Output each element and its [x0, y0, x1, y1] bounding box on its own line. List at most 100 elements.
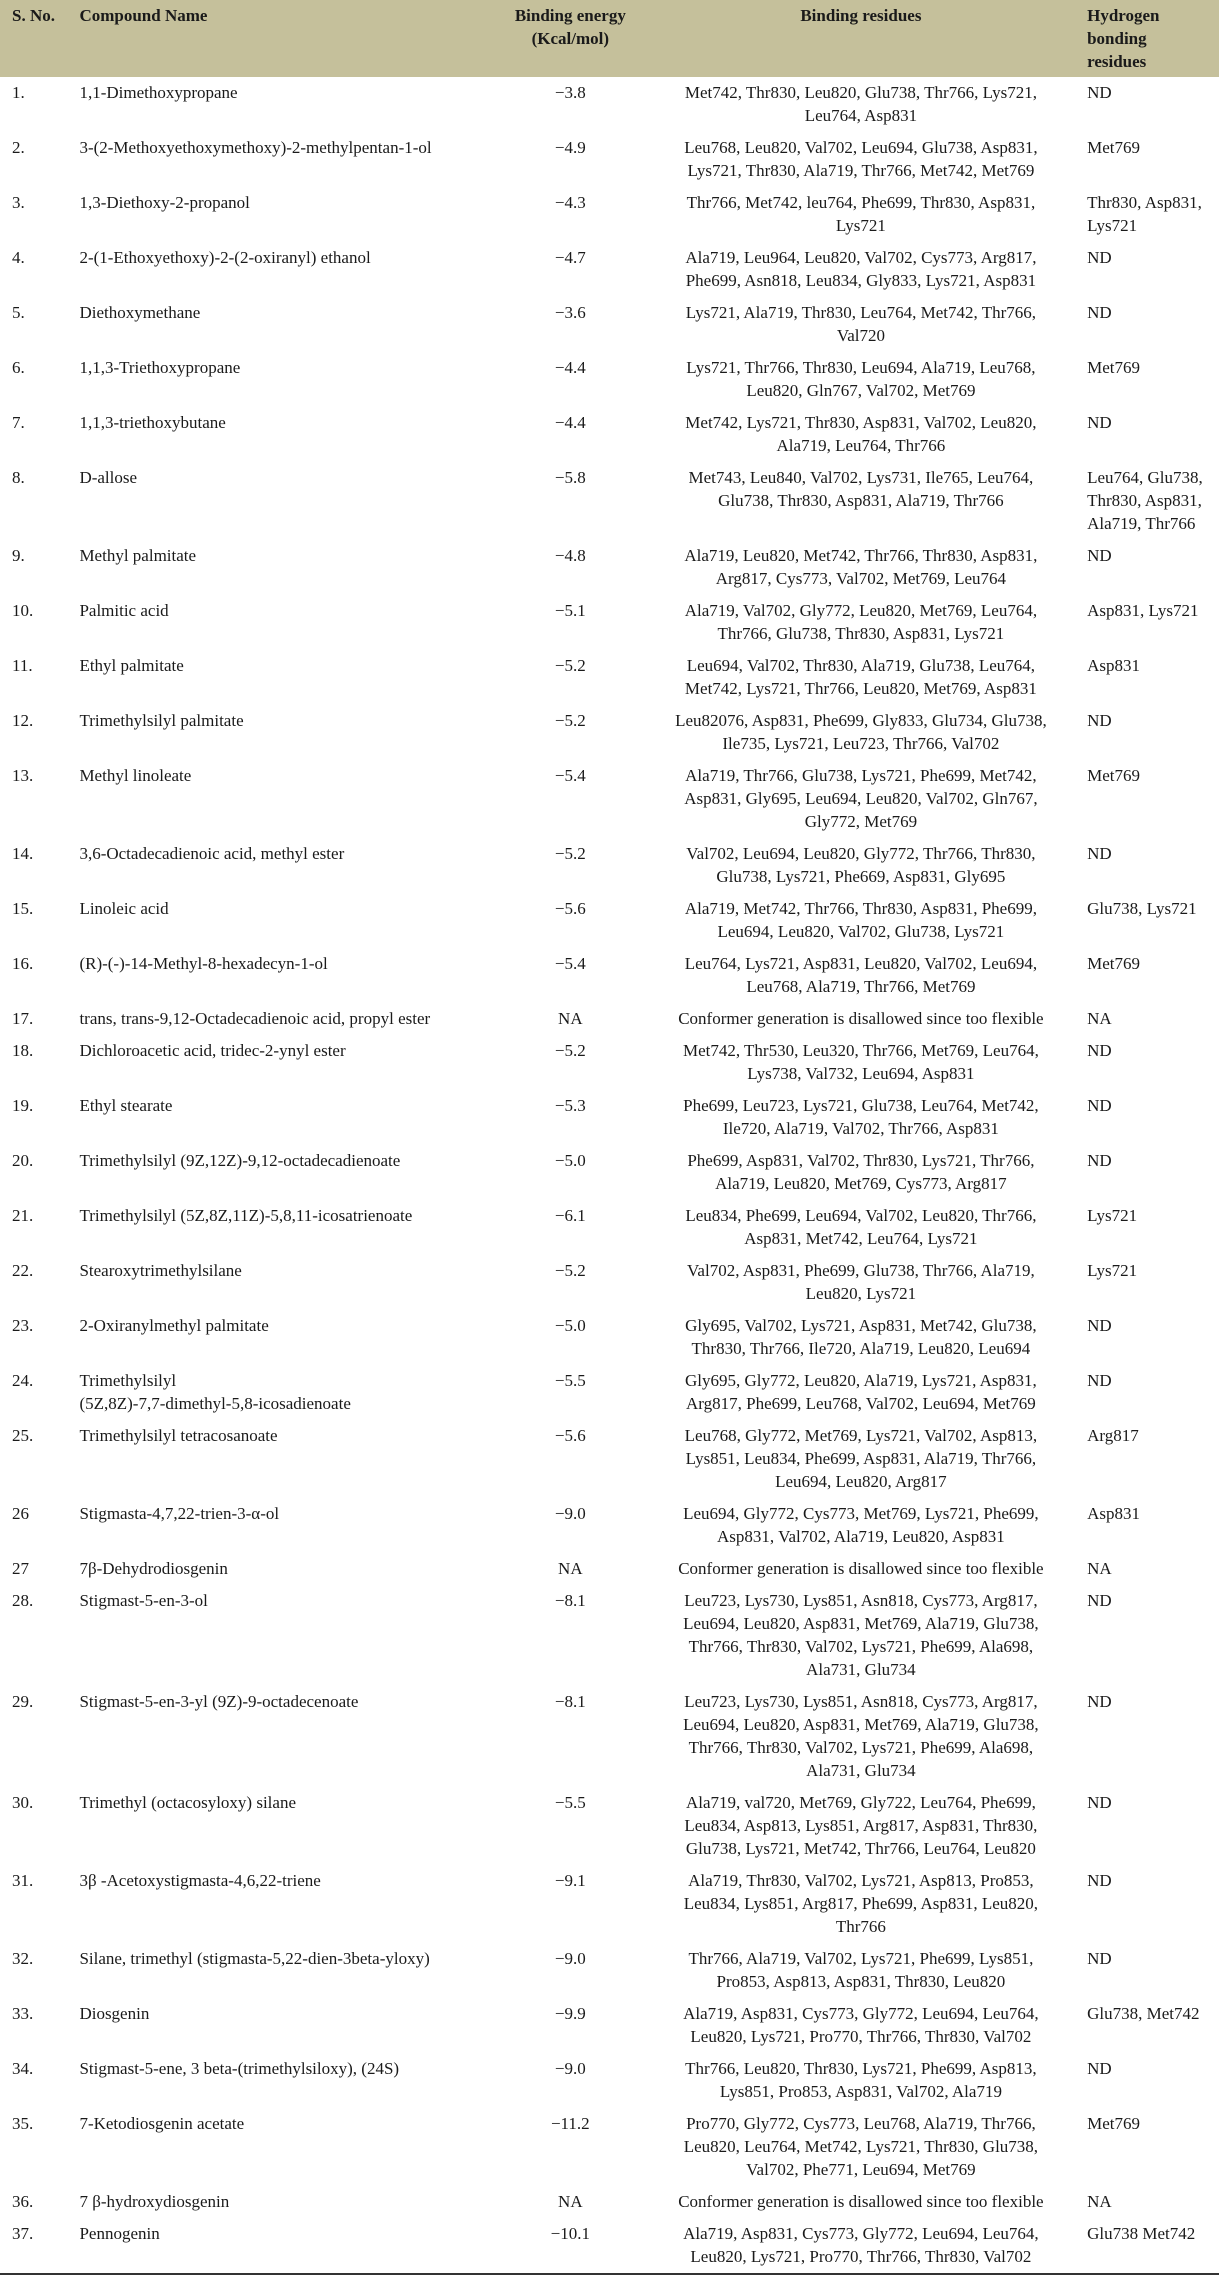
binding-residues-cell-line: Arg817, Phe699, Leu768, Val702, Leu694, …: [686, 1394, 1036, 1413]
hydrogen-bonding-cell: Asp831: [1077, 654, 1219, 700]
hydrogen-bonding-cell: ND: [1077, 1149, 1219, 1195]
binding-energy-cell: −5.5: [554, 1793, 586, 1812]
header-binding-residues: Binding residues: [800, 6, 922, 25]
hydrogen-bonding-cell: Arg817: [1077, 1424, 1219, 1493]
binding-energy-cell: −6.1: [554, 1206, 586, 1225]
binding-residues-cell-line: Leu834, Lys851, Arg817, Phe699, Asp831, …: [683, 1894, 1039, 1913]
binding-residues-cell: Ala719, val720, Met769, Gly722, Leu764, …: [645, 1791, 1077, 1860]
hydrogen-bonding-cell-line: Leu764, Glu738,: [1087, 468, 1203, 487]
compound-name-cell-line: Stearoxytrimethylsilane: [79, 1261, 242, 1280]
hydrogen-bonding-cell-line: ND: [1087, 1096, 1112, 1115]
serial-number-cell: 32.: [12, 1949, 34, 1968]
hydrogen-bonding-cell-line: Asp831: [1087, 656, 1140, 675]
compound-name-cell: 7 β-hydroxydiosgenin: [79, 2190, 496, 2213]
hydrogen-bonding-cell: Lys721: [1077, 1259, 1219, 1305]
table-header: S. No. Compound Name Binding energy (Kca…: [0, 0, 1219, 77]
hydrogen-bonding-cell-line: NA: [1087, 1009, 1112, 1028]
binding-residues-cell-line: Thr766, Glu738, Thr830, Asp831, Lys721: [717, 624, 1005, 643]
header-hydrogen-bonding: Hydrogen bonding residues: [1077, 4, 1219, 73]
header-binding-energy-line: Binding energy: [514, 6, 626, 25]
compound-name-cell: Diosgenin: [79, 2002, 496, 2048]
table-row: 33. Diosgenin −9.9 Ala719, Asp831, Cys773, …: [0, 1998, 1219, 2053]
hydrogen-bonding-cell: Glu738 Met742: [1077, 2222, 1219, 2268]
serial-number-cell: 1.: [12, 83, 25, 102]
binding-residues-cell-line: Leu834, Phe699, Leu694, Val702, Leu820, …: [685, 1206, 1037, 1225]
hydrogen-bonding-cell: ND: [1077, 544, 1219, 590]
compound-name-cell-line: Diosgenin: [79, 2004, 150, 2023]
binding-residues-cell: Phe699, Leu723, Lys721, Glu738, Leu764, …: [645, 1094, 1077, 1140]
binding-residues-cell: Ala719, Asp831, Cys773, Gly772, Leu694, …: [645, 2002, 1077, 2048]
binding-residues-cell-line: Leu820, Lys721, Pro770, Thr766, Thr830, …: [690, 2027, 1032, 2046]
hydrogen-bonding-cell-line: ND: [1087, 248, 1112, 267]
binding-residues-cell-line: Met742, Lys721, Thr766, Leu820, Met769, …: [684, 679, 1037, 698]
binding-residues-cell: Met742, Lys721, Thr830, Asp831, Val702, …: [645, 411, 1077, 457]
binding-residues-cell: Thr766, Leu820, Thr830, Lys721, Phe699, …: [645, 2057, 1077, 2103]
binding-residues-cell: Pro770, Gly772, Cys773, Leu768, Ala719, …: [645, 2112, 1077, 2181]
binding-energy-cell: −5.4: [554, 766, 586, 785]
binding-residues-cell: Gly695, Val702, Lys721, Asp831, Met742, …: [645, 1314, 1077, 1360]
compound-name-cell-line: Methyl palmitate: [79, 546, 197, 565]
binding-residues-cell-line: Leu694, Leu820, Asp831, Met769, Ala719, …: [683, 1614, 1039, 1633]
binding-residues-cell-line: Leu764, Lys721, Asp831, Leu820, Val702, …: [684, 954, 1038, 973]
compound-name-cell: Pennogenin: [79, 2222, 496, 2268]
binding-residues-cell-line: Lys721: [835, 216, 886, 235]
binding-energy-cell: −3.6: [554, 303, 586, 322]
binding-residues-cell-line: Gly772, Met769: [804, 812, 918, 831]
compound-name-cell: Diethoxymethane: [79, 301, 496, 347]
hydrogen-bonding-cell: Met769: [1077, 2112, 1219, 2181]
hydrogen-bonding-cell: ND: [1077, 1869, 1219, 1938]
hydrogen-bonding-cell: ND: [1077, 301, 1219, 347]
binding-residues-cell-line: Gly695, Gly772, Leu820, Ala719, Lys721, …: [684, 1371, 1037, 1390]
binding-residues-cell-line: Pro853, Asp813, Asp831, Thr830, Leu820: [716, 1972, 1006, 1991]
hydrogen-bonding-cell-line: Ala719, Thr766: [1087, 514, 1196, 533]
binding-energy-cell: −9.9: [554, 2004, 586, 2023]
binding-energy-cell: −5.3: [554, 1096, 586, 1115]
binding-residues-cell: Leu768, Gly772, Met769, Lys721, Val702, …: [645, 1424, 1077, 1493]
compound-name-cell: 2-Oxiranylmethyl palmitate: [79, 1314, 496, 1360]
compound-name-cell: Stigmast-5-en-3-ol: [79, 1589, 496, 1681]
header-binding-energy-unit: (Kcal/mol): [531, 29, 610, 48]
table-row: 7. 1,1,3-triethoxybutane −4.4 Met742, Lys72…: [0, 407, 1219, 462]
serial-number-cell: 22.: [12, 1261, 34, 1280]
compound-name-cell: Dichloroacetic acid, tridec-2-ynyl ester: [79, 1039, 496, 1085]
compound-name-cell: Trimethylsilyl palmitate: [79, 709, 496, 755]
hydrogen-bonding-cell: ND: [1077, 81, 1219, 127]
binding-residues-cell-line: Ala719, val720, Met769, Gly722, Leu764, …: [685, 1793, 1036, 1812]
compound-name-cell: Methyl palmitate: [79, 544, 496, 590]
binding-residues-cell: Met743, Leu840, Val702, Lys731, Ile765, …: [645, 466, 1077, 535]
binding-residues-cell-line: Asp831, Met742, Leu764, Lys721: [744, 1229, 978, 1248]
binding-residues-cell: Leu723, Lys730, Lys851, Asn818, Cys773, …: [645, 1690, 1077, 1782]
serial-number-cell: 20.: [12, 1151, 34, 1170]
table-row: 13. Methyl linoleate −5.4 Ala719, Thr766, G…: [0, 760, 1219, 838]
binding-energy-cell: −4.9: [554, 138, 586, 157]
compound-name-cell-line: Silane, trimethyl (stigmasta-5,22-dien-3…: [79, 1949, 430, 1968]
compound-name-cell-line: Stigmast-5-ene, 3 beta-(trimethylsiloxy)…: [79, 2059, 400, 2078]
table-row: 28. Stigmast-5-en-3-ol −8.1 Leu723, Lys730,…: [0, 1585, 1219, 1686]
binding-energy-cell: −9.0: [554, 1949, 586, 1968]
binding-residues-cell-line: Phe699, Leu723, Lys721, Glu738, Leu764, …: [683, 1096, 1039, 1115]
binding-residues-cell-line: Val702, Leu694, Leu820, Gly772, Thr766, …: [686, 844, 1036, 863]
hydrogen-bonding-cell: ND: [1077, 1314, 1219, 1360]
compound-name-cell: Linoleic acid: [79, 897, 496, 943]
serial-number-cell: 34.: [12, 2059, 34, 2078]
table-row: 18. Dichloroacetic acid, tridec-2-ynyl es…: [0, 1035, 1219, 1090]
binding-residues-cell-line: Val702, Asp831, Phe699, Glu738, Thr766, …: [687, 1261, 1035, 1280]
compound-name-cell: 3,6-Octadecadienoic acid, methyl ester: [79, 842, 496, 888]
compound-name-cell-line: 7-Ketodiosgenin acetate: [79, 2114, 245, 2133]
serial-number-cell: 36.: [12, 2192, 34, 2211]
table-row: 24. Trimethylsilyl (5Z,8Z)-7,7-dimethyl-5,…: [0, 1365, 1219, 1420]
hydrogen-bonding-cell: ND: [1077, 1369, 1219, 1415]
binding-residues-cell-line: Leu764, Asp831: [804, 106, 918, 125]
header-binding-energy: Binding energy (Kcal/mol): [496, 4, 645, 73]
serial-number-cell: 30.: [12, 1793, 34, 1812]
compound-name-cell-line: Pennogenin: [79, 2224, 160, 2243]
binding-residues-cell-line: Thr766, Thr830, Val702, Lys721, Phe699, …: [688, 1637, 1034, 1656]
compound-name-cell-line: (5Z,8Z)-7,7-dimethyl-5,8-icosadienoate: [79, 1394, 351, 1413]
hydrogen-bonding-cell-line: ND: [1087, 844, 1112, 863]
hydrogen-bonding-cell-line: Asp831: [1087, 1504, 1140, 1523]
compound-name-cell-line: Stigmast-5-en-3-ol: [79, 1591, 208, 1610]
binding-residues-cell-line: Ala731, Glu734: [806, 1761, 916, 1780]
binding-residues-cell-line: Thr766, Met742, leu764, Phe699, Thr830, …: [686, 193, 1036, 212]
table-row: 31. 3β -Acetoxystigmasta-4,6,22-triene −9.…: [0, 1865, 1219, 1943]
binding-residues-cell-line: Leu694, Gly772, Cys773, Met769, Lys721, …: [683, 1504, 1039, 1523]
